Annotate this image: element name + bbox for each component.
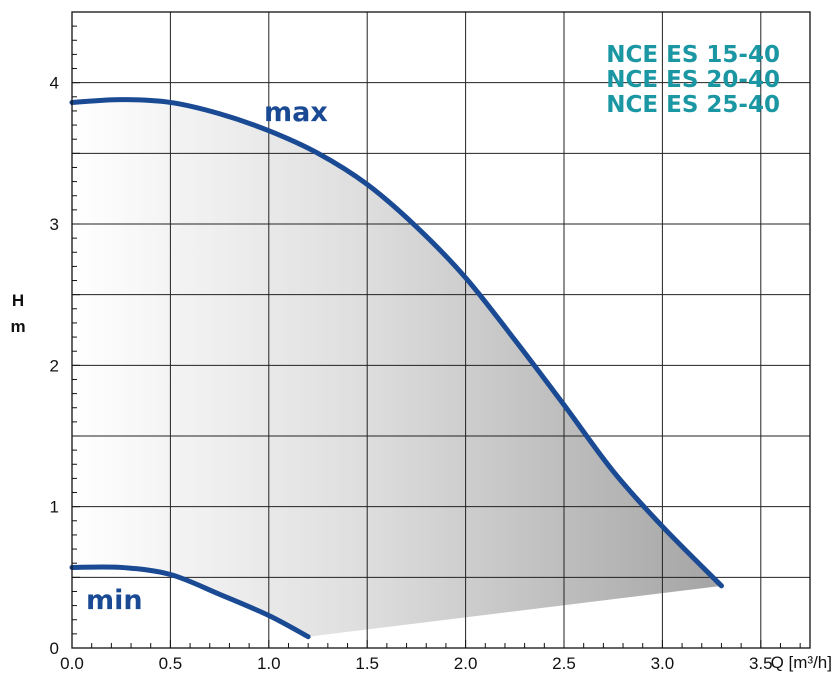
x-tick-label: 1.0	[257, 654, 281, 673]
y-axis-title-m: m	[10, 317, 25, 336]
grid	[72, 12, 810, 648]
operating-range-shade	[72, 99, 722, 637]
curve-label-min: min	[86, 585, 143, 616]
y-tick-label: 3	[50, 215, 59, 234]
y-tick-label: 0	[50, 639, 59, 658]
x-tick-label: 3.0	[651, 654, 675, 673]
curve-label-max: max	[264, 97, 328, 128]
model-label-2: NCE ES 20-40	[606, 67, 780, 93]
series-min-line	[69, 564, 311, 640]
tick-labels: 0.0 0.5 1.0 1.5 2.0 2.5 3.0 3.5 0 1 2 3 4	[50, 74, 773, 673]
shaded-region	[72, 99, 722, 637]
series-max-line	[69, 97, 724, 589]
y-tick-label: 2	[50, 356, 59, 375]
y-tick-label: 1	[50, 498, 59, 517]
x-tick-label: 2.0	[454, 654, 478, 673]
curves	[69, 97, 724, 640]
model-label-1: NCE ES 15-40	[606, 42, 780, 68]
x-tick-label: 2.5	[552, 654, 576, 673]
x-tick-label: 0.0	[60, 654, 84, 673]
x-tick-label: 0.5	[159, 654, 183, 673]
model-label-3: NCE ES 25-40	[606, 92, 780, 118]
x-tick-label: 3.5	[749, 654, 773, 673]
x-tick-label: 1.5	[355, 654, 379, 673]
plot-frame	[71, 11, 811, 649]
x-axis-title: Q [m³/h]	[771, 653, 832, 672]
ticks	[71, 11, 801, 649]
y-axis-title-h: H	[12, 291, 24, 310]
y-tick-label: 4	[50, 74, 59, 93]
